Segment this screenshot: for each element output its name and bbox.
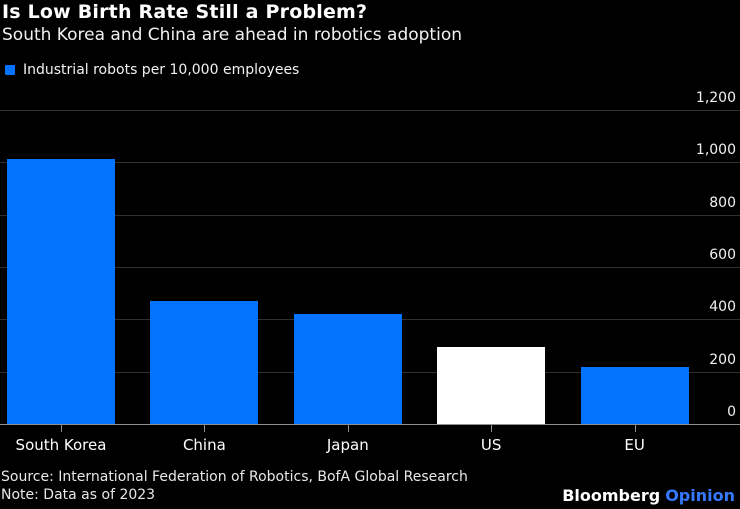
y-axis-label-1200: 1,200 [695, 90, 736, 106]
legend: Industrial robots per 10,000 employees [5, 62, 299, 78]
x-axis-label-china: China [182, 436, 226, 454]
data-note: Note: Data as of 2023 [1, 487, 156, 503]
bar-us [437, 346, 546, 424]
x-axis-label-us: US [480, 436, 502, 454]
x-tick-japan [347, 425, 349, 432]
brand: Bloomberg Opinion [562, 486, 735, 505]
x-axis-label-eu: EU [624, 436, 645, 454]
chart-title: Is Low Birth Rate Still a Problem? [2, 1, 368, 23]
gridline-1200 [0, 110, 740, 111]
gridline-0 [0, 424, 740, 425]
bar-japan [293, 314, 402, 424]
source-note: Source: International Federation of Robo… [1, 469, 468, 485]
x-tick-eu [634, 425, 636, 432]
legend-swatch-icon [5, 65, 15, 75]
y-axis-label-0: 0 [727, 404, 736, 420]
x-axis-label-south-korea: South Korea [15, 436, 107, 454]
bar-china [150, 301, 259, 424]
gridline-1000 [0, 162, 740, 163]
y-axis-label-1000: 1,000 [695, 142, 736, 158]
brand-opinion: Opinion [665, 486, 735, 505]
x-axis-label-japan: Japan [326, 436, 369, 454]
y-axis-label-600: 600 [709, 247, 736, 263]
x-tick-china [204, 425, 206, 432]
brand-bloomberg: Bloomberg [562, 486, 661, 505]
bar-south-korea [7, 159, 115, 424]
chart-subtitle: South Korea and China are ahead in robot… [2, 25, 462, 45]
legend-label: Industrial robots per 10,000 employees [23, 62, 300, 78]
x-tick-us [491, 425, 493, 432]
x-tick-south-korea [61, 425, 62, 432]
y-axis-label-400: 400 [709, 299, 736, 315]
y-axis-label-800: 800 [709, 195, 736, 211]
bar-eu [580, 366, 689, 424]
gridline-600 [0, 267, 740, 268]
y-axis-label-200: 200 [709, 352, 736, 368]
gridline-800 [0, 215, 740, 216]
